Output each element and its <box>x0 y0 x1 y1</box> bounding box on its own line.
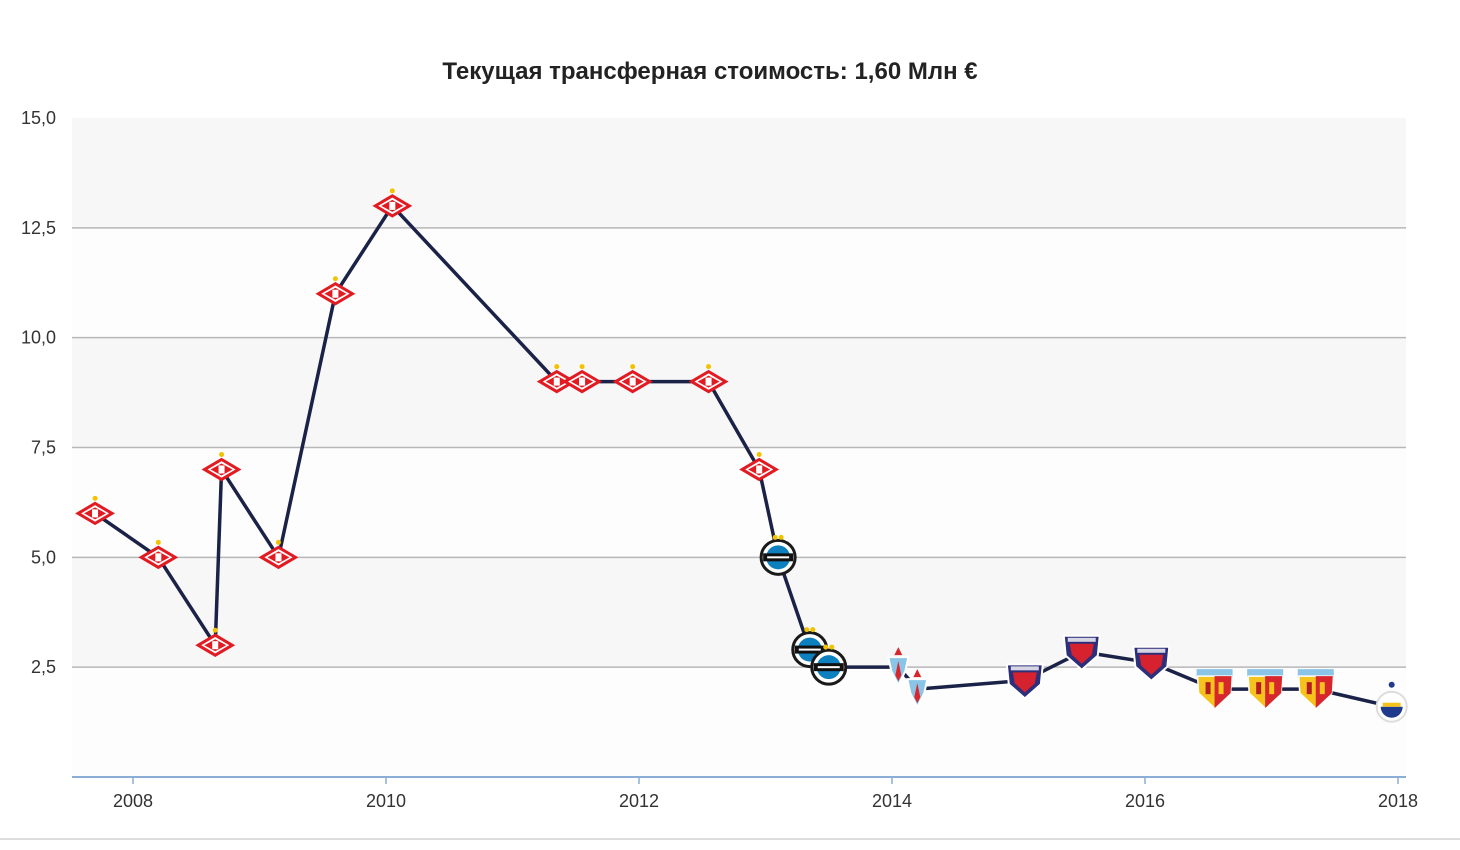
plot-background <box>72 118 1406 777</box>
club-markers <box>75 188 1408 723</box>
spartak-crest-icon[interactable] <box>75 495 116 526</box>
spartak-crest-icon[interactable] <box>739 451 780 482</box>
club-shield-icon[interactable] <box>1005 663 1044 700</box>
club-shield-icon[interactable] <box>1132 645 1171 683</box>
plot-band <box>72 227 1406 338</box>
spartak-crest-icon[interactable] <box>612 364 653 394</box>
gremio-crest-icon[interactable] <box>810 644 848 686</box>
celta-crest-icon[interactable] <box>887 647 910 688</box>
spartak-crest-icon[interactable] <box>258 539 299 570</box>
y-tick-label: 7,5 <box>31 438 56 458</box>
plot-band <box>72 118 1406 228</box>
y-tick-label: 5,0 <box>31 547 56 567</box>
spartak-crest-icon[interactable] <box>195 627 236 657</box>
x-axis <box>72 776 1406 784</box>
club-badge-icon[interactable] <box>1375 681 1408 723</box>
y-tick-label: 15,0 <box>21 108 56 128</box>
x-tick-label: 2008 <box>113 791 153 811</box>
x-tick-label: 2012 <box>619 791 659 811</box>
kayseri-crest-icon[interactable] <box>1297 669 1334 710</box>
plot-band <box>72 667 1406 777</box>
x-tick-label: 2018 <box>1378 791 1418 811</box>
spartak-crest-icon[interactable] <box>562 364 603 394</box>
club-shield-icon[interactable] <box>1062 634 1101 672</box>
y-tick-label: 10,0 <box>21 328 56 348</box>
spartak-crest-icon[interactable] <box>201 451 242 482</box>
plot-band <box>72 557 1406 668</box>
bottom-divider <box>0 838 1460 840</box>
spartak-crest-icon[interactable] <box>688 364 729 394</box>
kayseri-crest-icon[interactable] <box>1247 669 1284 710</box>
x-tick-label: 2016 <box>1125 791 1165 811</box>
spartak-crest-icon[interactable] <box>372 188 413 218</box>
gremio-crest-icon[interactable] <box>759 534 797 576</box>
x-tick-label: 2010 <box>366 791 406 811</box>
plot-band <box>72 337 1406 448</box>
x-tick-label: 2014 <box>872 791 912 811</box>
spartak-crest-icon[interactable] <box>138 539 179 570</box>
y-tick-label: 2,5 <box>31 657 56 677</box>
kayseri-crest-icon[interactable] <box>1196 669 1233 710</box>
celta-crest-icon[interactable] <box>906 669 929 710</box>
y-axis-labels: 15,0 12,5 10,0 7,5 5,0 2,5 <box>21 108 56 677</box>
spartak-crest-icon[interactable] <box>315 276 356 306</box>
y-tick-label: 12,5 <box>21 218 56 238</box>
plot-band <box>72 447 1406 558</box>
x-axis-labels: 2008 2010 2012 2014 2016 2018 <box>113 791 1418 811</box>
chart-title: Текущая трансферная стоимость: 1,60 Млн … <box>442 58 978 85</box>
